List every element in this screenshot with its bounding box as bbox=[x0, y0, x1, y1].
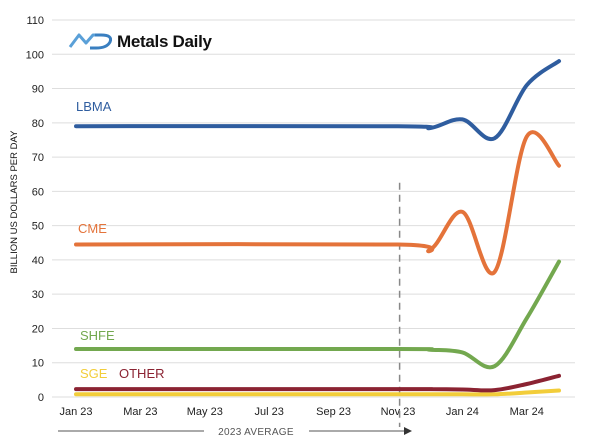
y-tick-label: 10 bbox=[32, 358, 44, 370]
series-label-sge: SGE bbox=[80, 366, 108, 381]
series-label-shfe: SHFE bbox=[80, 328, 115, 343]
y-axis-label: BILLION US DOLLARS PER DAY bbox=[9, 130, 20, 274]
y-tick-label: 100 bbox=[26, 49, 44, 61]
y-tick-label: 50 bbox=[32, 221, 44, 233]
x-tick-label: Jan 23 bbox=[59, 406, 92, 418]
y-tick-label: 70 bbox=[32, 152, 44, 164]
series-labels: LBMA CME SHFE OTHER SGE bbox=[76, 99, 165, 381]
bracket-label: 2023 AVERAGE bbox=[218, 427, 294, 438]
series-line-shfe bbox=[74, 259, 561, 370]
x-tick-label: Jan 24 bbox=[446, 406, 479, 418]
y-tick-label: 110 bbox=[26, 15, 44, 27]
y-tick-label: 40 bbox=[32, 255, 44, 267]
x-axis-ticks: Jan 23 Mar 23 May 23 Jul 23 Sep 23 Nov 23 Jan … bbox=[59, 406, 543, 418]
series-line-cme bbox=[74, 130, 561, 276]
y-tick-label: 20 bbox=[32, 323, 44, 335]
x-tick-label: Jul 23 bbox=[255, 406, 284, 418]
y-tick-label: 60 bbox=[32, 186, 44, 198]
series-line-lbma bbox=[74, 59, 561, 142]
series-label-cme: CME bbox=[78, 221, 107, 236]
series-label-lbma: LBMA bbox=[76, 99, 112, 114]
y-axis-ticks: 0 10 20 30 40 50 60 70 80 90 100 110 bbox=[26, 15, 44, 404]
x-tick-label: Mar 24 bbox=[510, 406, 544, 418]
y-tick-label: 30 bbox=[32, 289, 44, 301]
y-tick-label: 0 bbox=[38, 392, 44, 404]
x-tick-label: Mar 23 bbox=[123, 406, 157, 418]
x-tick-label: May 23 bbox=[187, 406, 223, 418]
gridlines bbox=[52, 19, 575, 398]
series-label-other: OTHER bbox=[119, 366, 165, 381]
x-tick-label: Nov 23 bbox=[381, 406, 416, 418]
logo: Metals Daily bbox=[68, 32, 213, 51]
y-tick-label: 80 bbox=[32, 118, 44, 130]
arrow-right-icon bbox=[404, 427, 412, 435]
logo-mark-icon bbox=[68, 33, 113, 50]
y-tick-label: 90 bbox=[32, 84, 44, 96]
series-line-sge bbox=[74, 388, 561, 397]
series-line-other bbox=[74, 373, 561, 393]
average-bracket: 2023 AVERAGE bbox=[58, 427, 412, 438]
logo-text: Metals Daily bbox=[117, 32, 213, 51]
series-lines bbox=[74, 59, 561, 397]
x-tick-label: Sep 23 bbox=[316, 406, 351, 418]
